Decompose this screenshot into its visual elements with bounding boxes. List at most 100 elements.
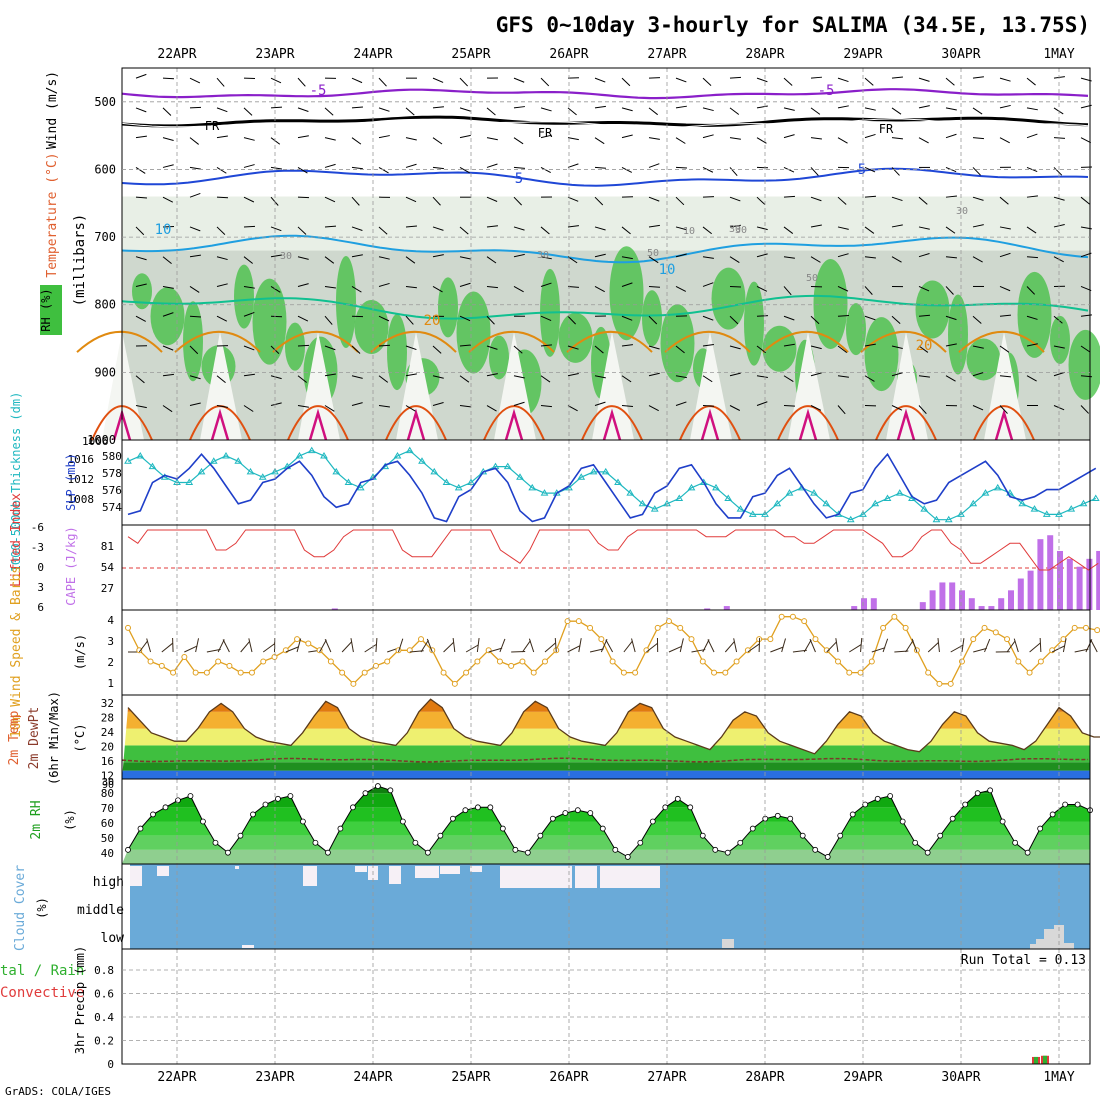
wind-barb xyxy=(999,77,1011,82)
pressure-tick-label: 600 xyxy=(94,162,116,176)
wind-barb xyxy=(945,315,957,321)
wind-barb xyxy=(567,163,579,168)
wind-speed-marker xyxy=(823,647,830,654)
cloud-high-gap xyxy=(470,866,482,872)
wind-barb xyxy=(459,134,471,139)
cape-tick-label: 27 xyxy=(101,582,114,595)
thickness-marker xyxy=(650,505,659,512)
wind-barb xyxy=(270,254,282,258)
contour-label: 30 xyxy=(735,225,747,236)
rh-marker xyxy=(537,832,544,839)
wind-barb xyxy=(783,226,794,234)
wind-barb-10m xyxy=(138,640,149,653)
rh-marker xyxy=(574,807,581,814)
cape-bar xyxy=(919,602,926,610)
wind-barb xyxy=(1053,137,1066,139)
thickness-marker xyxy=(577,473,586,480)
wind-barb xyxy=(297,375,307,383)
wind-barb xyxy=(459,315,471,322)
dry-notch xyxy=(102,331,144,440)
rh-marker xyxy=(1012,839,1019,846)
wind-barb xyxy=(297,344,310,347)
wind-barb xyxy=(1080,345,1091,353)
wind-barb xyxy=(594,345,604,354)
wind-barb xyxy=(243,311,255,317)
cape-bar xyxy=(1076,566,1083,610)
panel-frame-wind xyxy=(121,609,1091,696)
wind-barb xyxy=(270,402,282,406)
precip-ylabel-amount: 3hr Precip (mm) xyxy=(73,946,87,1054)
wind-barb-10m xyxy=(911,638,918,653)
wind-barb xyxy=(675,77,687,83)
date-label-bottom: 24APR xyxy=(353,1070,392,1085)
wind-speed-marker xyxy=(192,669,199,676)
wind-barb xyxy=(540,134,552,139)
rh-marker xyxy=(300,818,306,825)
wind-barb xyxy=(594,105,606,109)
wind-barb xyxy=(135,283,147,287)
wind-barb xyxy=(459,226,469,235)
wind-barb xyxy=(378,107,390,112)
temp-tick-label: 20 xyxy=(101,741,114,754)
wind-barb xyxy=(513,286,524,293)
cloud-high-gap xyxy=(130,866,142,886)
dry-notch xyxy=(984,331,1026,440)
wind-barb xyxy=(135,196,148,199)
wind-barb xyxy=(756,345,766,354)
wind-speed-marker xyxy=(992,629,999,636)
upper-ylabel-rh: RH (%) xyxy=(39,288,53,331)
cape-bar xyxy=(1037,539,1044,610)
rh-marker xyxy=(499,825,506,832)
wind-barb xyxy=(1053,345,1065,349)
wind-speed-marker xyxy=(158,662,165,669)
contour-label: 30 xyxy=(280,251,292,262)
wind-barb-10m xyxy=(528,638,535,653)
wind-barb xyxy=(216,135,228,139)
rh-green-blob xyxy=(915,280,950,339)
wind-barb xyxy=(810,137,822,140)
cape-bar xyxy=(1008,590,1014,610)
wind-barb xyxy=(837,137,848,144)
wind-barb xyxy=(297,315,309,322)
wind-barb xyxy=(351,137,362,145)
wind-barb-10m xyxy=(217,639,225,653)
wind-barb-10m xyxy=(296,638,302,653)
wind-barb xyxy=(999,196,1009,205)
wind-speed-marker xyxy=(372,662,379,669)
wind-barb xyxy=(1026,286,1036,295)
cape-bar xyxy=(929,590,936,610)
wind-barb xyxy=(675,137,686,144)
wind-barb xyxy=(162,405,173,413)
wind-barb xyxy=(1026,195,1038,198)
date-label-bottom: 25APR xyxy=(451,1070,490,1085)
date-label-top: 24APR xyxy=(353,47,392,62)
wind-barb xyxy=(486,315,495,325)
wind-barb xyxy=(351,254,363,258)
wind-barb xyxy=(756,196,766,206)
wind-barb xyxy=(486,345,498,350)
wind-tick-label: 3 xyxy=(107,635,114,648)
wind-barb xyxy=(864,343,876,347)
thickness-marker xyxy=(356,483,365,491)
wind-barb xyxy=(324,345,336,351)
wind-barb xyxy=(864,286,873,295)
thickness-marker xyxy=(442,478,451,485)
wind-barb xyxy=(783,405,796,407)
wind-speed-marker xyxy=(237,669,244,676)
wind-barb-10m xyxy=(499,638,506,653)
wind-barb xyxy=(999,405,1008,414)
wind-barb xyxy=(918,253,930,258)
wind-barb xyxy=(729,137,741,140)
thickness-marker xyxy=(1079,499,1088,507)
rh-marker xyxy=(737,839,744,846)
cape-bar xyxy=(1096,550,1100,610)
precip-tick-label: 0.6 xyxy=(94,988,114,1001)
wind-barb xyxy=(1053,196,1065,201)
rh-green-blob xyxy=(1050,315,1070,364)
wind-barb xyxy=(621,405,634,407)
wind-barb xyxy=(702,282,714,287)
wind-barb xyxy=(351,106,364,109)
pressure-tick-label: 700 xyxy=(94,230,116,244)
wind-barb xyxy=(540,166,551,174)
cloud-high-gap xyxy=(575,866,597,888)
